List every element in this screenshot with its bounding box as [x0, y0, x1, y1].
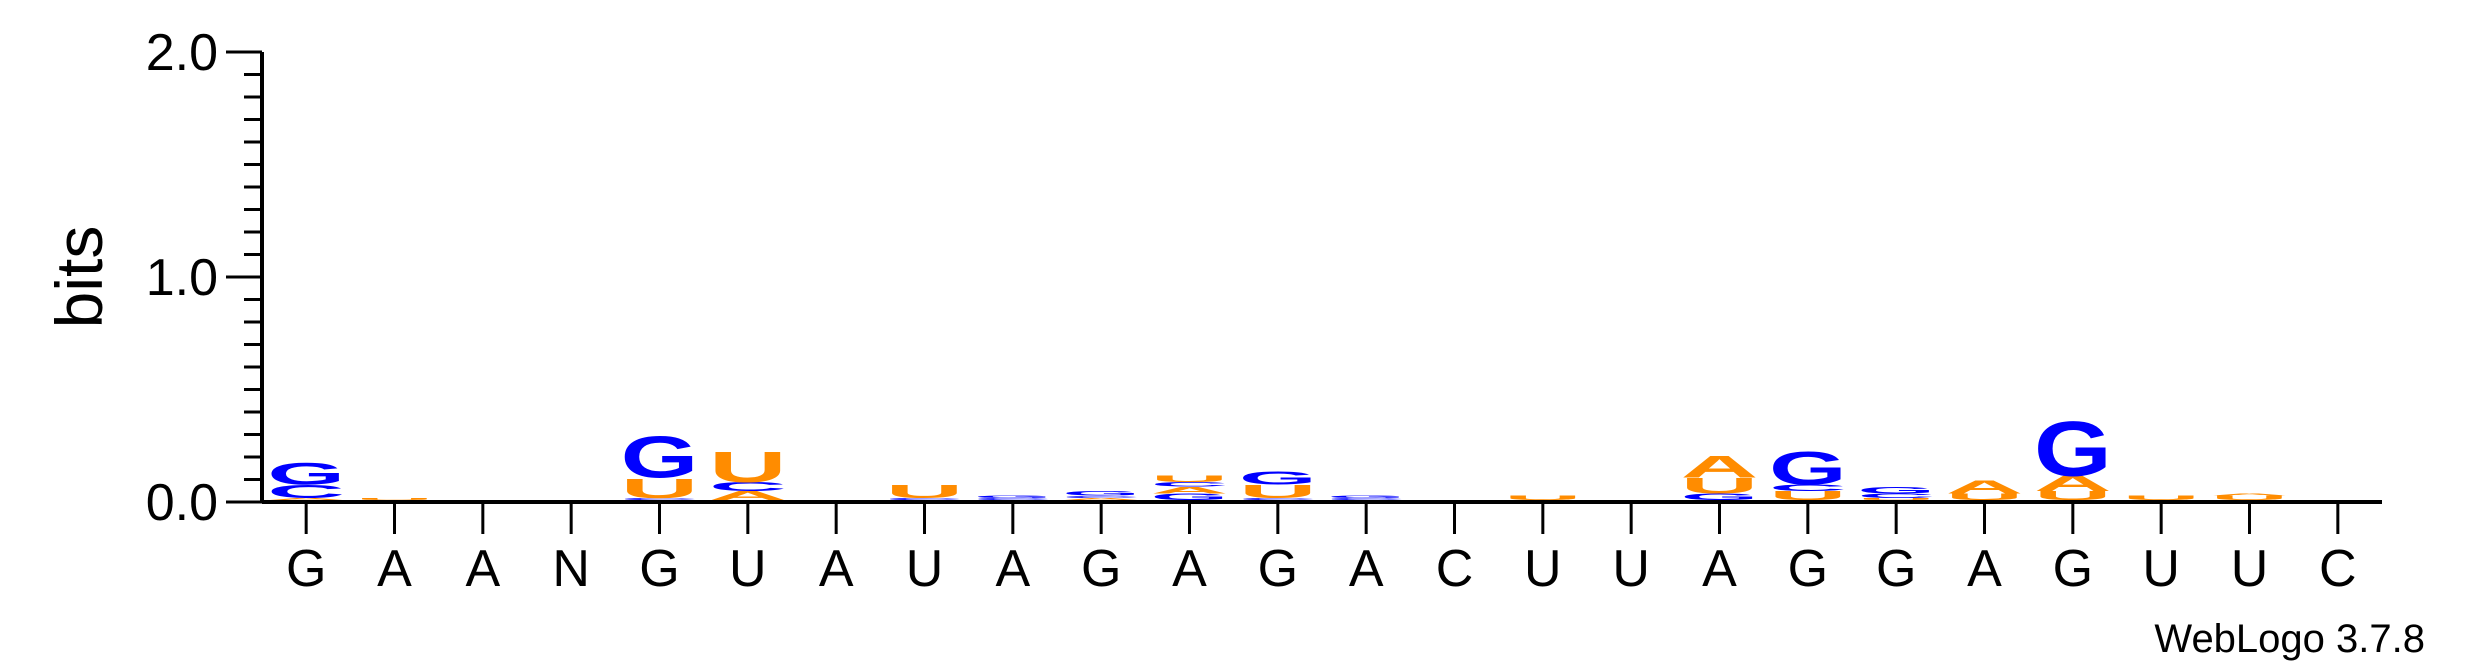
y-tick-label: 0.0 [146, 474, 218, 532]
position-label: A [377, 540, 412, 598]
logo-letter: C [1062, 495, 1140, 498]
logo-letter: C [1239, 497, 1317, 500]
logo-letter: U [2211, 494, 2289, 501]
logo-letter: A [1681, 449, 1759, 484]
logo-letter: U [1946, 492, 2024, 502]
logo-letter: G [1857, 485, 1935, 495]
logo-letter: G [1681, 492, 1759, 502]
logo-letter: U [1504, 494, 1582, 501]
position-label: A [1702, 540, 1737, 598]
logo-letter: A [267, 497, 345, 500]
logo-letter: A [2034, 472, 2112, 496]
logo-letter: A [1062, 497, 1140, 500]
logo-letter: A [2211, 493, 2289, 496]
logo-letter: C [1769, 483, 1847, 493]
weblogo-credit: WebLogo 3.7.8 [2154, 617, 2425, 661]
position-label: G [639, 540, 679, 598]
logo-letter: A [709, 489, 787, 503]
position-label: G [1788, 540, 1828, 598]
y-ticks: 0.0 1.0 2.0 [146, 24, 262, 532]
logo-letter: C [974, 497, 1052, 500]
logo-letter: U [1681, 474, 1759, 498]
logo-letter: C [1327, 497, 1405, 500]
position-label: G [286, 540, 326, 598]
logo-letter: A [1946, 477, 2024, 498]
logo-letter: C [621, 497, 699, 500]
position-label: U [1524, 540, 1562, 598]
logo-letter: G [1151, 492, 1229, 502]
logo-letter: G [1769, 442, 1847, 495]
logo-letter: G [974, 495, 1052, 498]
position-label: C [1436, 540, 1474, 598]
position-label: U [729, 540, 767, 598]
logo-letter: C [709, 480, 787, 494]
logo-letter: A [1151, 485, 1229, 495]
position-label: G [1876, 540, 1916, 598]
y-axis-label: bits [42, 226, 116, 329]
logo-letter: U [709, 443, 787, 491]
logo-letter: C [886, 497, 964, 500]
position-label: A [1172, 540, 1207, 598]
position-label: A [465, 540, 500, 598]
position-label: U [2142, 540, 2180, 598]
position-label: N [552, 540, 590, 598]
position-label: G [1258, 540, 1298, 598]
logo-letter: G [2034, 406, 2112, 493]
position-label: U [906, 540, 944, 598]
position-label: C [2319, 540, 2357, 598]
logo-letter: G [1239, 468, 1317, 489]
position-label: U [2231, 540, 2269, 598]
logo-letter: G [267, 456, 345, 491]
y-tick-label: 1.0 [146, 249, 218, 307]
logo-letter: U [1857, 497, 1935, 500]
logo-letter: U [356, 497, 434, 500]
position-label: A [1349, 540, 1384, 598]
logo-letter: C [1857, 492, 1935, 499]
logo-letter: U [621, 472, 699, 503]
logo-letter: G [621, 425, 699, 491]
logo-letter: U [2122, 494, 2200, 501]
position-label: G [2053, 540, 2093, 598]
logo-letter: U [1769, 489, 1847, 503]
position-label: U [1612, 540, 1650, 598]
logo-letter: U [1151, 474, 1229, 484]
logo-letter: U [1239, 481, 1317, 502]
logo-letter: U [886, 481, 964, 502]
position-label: A [1967, 540, 2002, 598]
logo-letter: C [1151, 481, 1229, 488]
logo-letter: G [1062, 490, 1140, 497]
position-label: A [819, 540, 854, 598]
y-tick-label: 2.0 [146, 24, 218, 82]
position-label: G [1081, 540, 1121, 598]
position-label: A [995, 540, 1030, 598]
logo-letter: U [2034, 489, 2112, 503]
logo-letter: G [1327, 495, 1405, 498]
logo-letter: C [267, 481, 345, 502]
